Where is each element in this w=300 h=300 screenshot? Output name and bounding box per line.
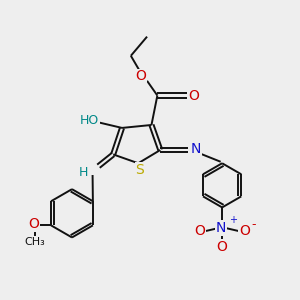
Text: CH₃: CH₃ [25, 237, 45, 247]
Text: O: O [217, 240, 228, 254]
Text: S: S [135, 163, 144, 177]
Text: O: O [136, 69, 147, 83]
Text: O: O [28, 218, 39, 232]
Text: O: O [188, 88, 199, 103]
Text: H: H [79, 166, 88, 178]
Text: N: N [190, 142, 201, 155]
Text: N: N [215, 221, 226, 235]
Text: +: + [229, 215, 237, 225]
Text: -: - [252, 218, 256, 231]
Text: HO: HO [80, 114, 99, 127]
Text: O: O [239, 224, 250, 238]
Text: O: O [195, 224, 206, 238]
